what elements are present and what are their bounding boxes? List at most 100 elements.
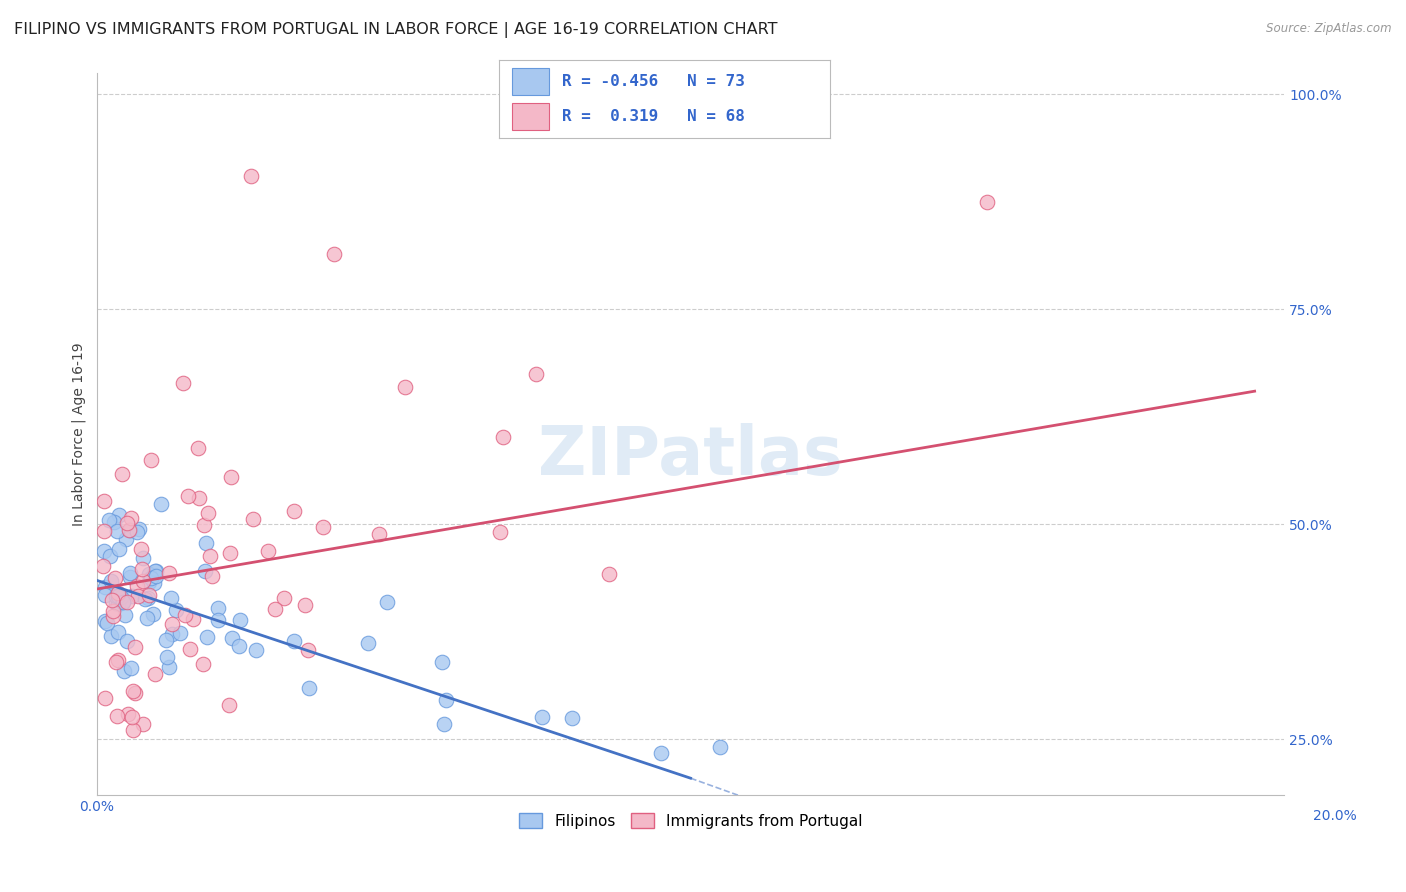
Point: [136, 610, 159, 624]
Point: [103, 604, 125, 618]
Point: [117, 516, 139, 531]
Point: [228, 639, 250, 653]
Point: [143, 564, 166, 578]
Point: [128, 522, 150, 536]
Point: [488, 524, 510, 539]
Point: [264, 601, 287, 615]
Point: [111, 467, 134, 481]
Point: [115, 532, 138, 546]
Point: [105, 524, 128, 539]
Point: [193, 657, 215, 671]
Point: [221, 631, 243, 645]
Point: [121, 590, 143, 604]
Point: [98, 513, 121, 527]
Point: [132, 574, 155, 589]
Point: [142, 607, 165, 621]
Point: [524, 367, 547, 381]
Text: R = -0.456   N = 73: R = -0.456 N = 73: [562, 74, 745, 89]
Point: [433, 717, 456, 731]
Point: [93, 524, 115, 539]
Point: [120, 570, 142, 584]
Point: [120, 661, 142, 675]
Point: [107, 508, 129, 522]
Point: [492, 430, 515, 444]
Point: [111, 595, 134, 609]
Point: [193, 518, 215, 533]
Point: [187, 441, 209, 455]
Point: [375, 595, 398, 609]
Point: [187, 491, 209, 505]
Point: [242, 512, 264, 526]
Point: [159, 591, 181, 606]
Bar: [512, 103, 548, 130]
Point: [177, 489, 200, 503]
Point: [149, 498, 172, 512]
Point: [117, 706, 139, 721]
Point: [91, 559, 114, 574]
Point: [298, 681, 321, 695]
Point: [132, 717, 155, 731]
Point: [115, 595, 138, 609]
Point: [368, 527, 391, 541]
Point: [93, 493, 115, 508]
Point: [312, 520, 335, 534]
Point: [107, 653, 129, 667]
Point: [156, 649, 179, 664]
Point: [145, 564, 167, 578]
Point: [157, 566, 180, 580]
Point: [121, 709, 143, 723]
Point: [138, 567, 160, 582]
Point: [195, 536, 218, 550]
Text: FILIPINO VS IMMIGRANTS FROM PORTUGAL IN LABOR FORCE | AGE 16-19 CORRELATION CHAR: FILIPINO VS IMMIGRANTS FROM PORTUGAL IN …: [14, 22, 778, 38]
Point: [181, 612, 204, 626]
Point: [118, 523, 141, 537]
Point: [434, 693, 457, 707]
Point: [94, 615, 117, 629]
Point: [218, 546, 240, 560]
Point: [105, 709, 128, 723]
Point: [104, 596, 127, 610]
Point: [200, 549, 222, 563]
Point: [561, 711, 583, 725]
Point: [157, 659, 180, 673]
Point: [297, 643, 319, 657]
Point: [107, 586, 129, 600]
Point: [101, 608, 124, 623]
Point: [124, 686, 146, 700]
Text: 20.0%: 20.0%: [1313, 809, 1357, 823]
Point: [103, 515, 125, 529]
Text: Source: ZipAtlas.com: Source: ZipAtlas.com: [1267, 22, 1392, 36]
Point: [299, 836, 322, 850]
Point: [323, 865, 346, 880]
Point: [141, 453, 163, 467]
Point: [138, 574, 160, 589]
Point: [430, 655, 453, 669]
Text: ZIPatlas: ZIPatlas: [538, 423, 842, 489]
Point: [94, 690, 117, 705]
Y-axis label: In Labor Force | Age 16-19: In Labor Force | Age 16-19: [72, 343, 86, 526]
Point: [112, 665, 135, 679]
Point: [194, 564, 217, 578]
Point: [145, 667, 167, 681]
Point: [283, 633, 305, 648]
Point: [134, 591, 156, 606]
Point: [283, 503, 305, 517]
Point: [101, 592, 124, 607]
Point: [273, 591, 295, 606]
Point: [245, 643, 267, 657]
Point: [207, 613, 229, 627]
Point: [218, 698, 240, 712]
Point: [281, 831, 304, 846]
Point: [136, 591, 159, 605]
Point: [105, 655, 128, 669]
Point: [160, 616, 183, 631]
Point: [115, 634, 138, 648]
Point: [110, 590, 132, 604]
Point: [976, 194, 998, 209]
Bar: [512, 68, 548, 95]
Point: [94, 580, 117, 594]
Point: [104, 571, 127, 585]
Point: [93, 588, 115, 602]
Point: [598, 566, 620, 581]
Point: [122, 683, 145, 698]
